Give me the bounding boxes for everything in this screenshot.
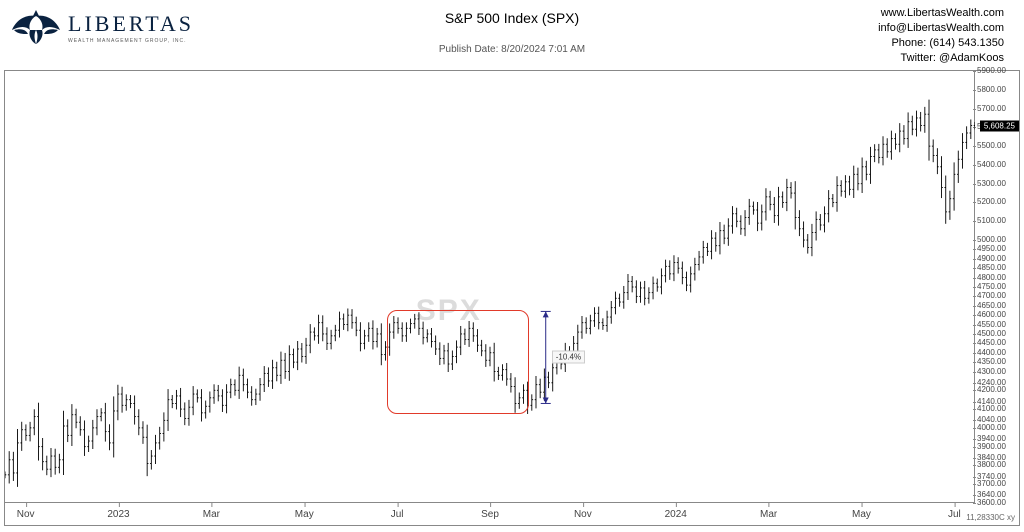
contact-phone: Phone: (614) 543.1350: [878, 36, 1004, 51]
y-tick: 4650.00: [975, 302, 1019, 310]
y-tick: 4850.00: [975, 264, 1019, 272]
y-tick: 4140.00: [975, 398, 1019, 406]
y-tick: 3900.00: [975, 443, 1019, 451]
x-tick: Jul: [391, 509, 404, 520]
y-tick: 4300.00: [975, 368, 1019, 376]
y-tick: 4900.00: [975, 255, 1019, 263]
y-tick: 4240.00: [975, 379, 1019, 387]
y-tick: 5300.00: [975, 180, 1019, 188]
y-tick: 4100.00: [975, 405, 1019, 413]
x-tick: May: [852, 509, 871, 520]
y-tick: 5700.00: [975, 105, 1019, 113]
chart-area: 3600.003640.00 3700.003740.00 3800.003840.…: [4, 70, 1020, 526]
chart-plot: 3600.003640.003700.003740.003800.003840.…: [5, 71, 975, 503]
y-tick: 4200.00: [975, 386, 1019, 394]
y-tick: 4550.00: [975, 321, 1019, 329]
y-tick: 4500.00: [975, 330, 1019, 338]
x-tick: Jul: [948, 509, 961, 520]
price-series: [5, 71, 975, 503]
last-price-flag: 5,608.25: [980, 120, 1019, 131]
x-tick: 2023: [107, 509, 129, 520]
y-tick: 4400.00: [975, 349, 1019, 357]
logo-wordmark: LIBERTAS: [68, 13, 194, 35]
contact-email: info@LibertasWealth.com: [878, 21, 1004, 36]
footer-scale: 11,28330C xy: [966, 513, 1015, 522]
y-tick: 3600.00: [975, 499, 1019, 507]
x-tick: Nov: [17, 509, 35, 520]
y-tick: 5900.00: [975, 67, 1019, 75]
y-tick: 4000.00: [975, 424, 1019, 432]
contact-block: www.LibertasWealth.com info@LibertasWeal…: [878, 6, 1004, 65]
logo: LIBERTAS WEALTH MANAGEMENT GROUP, INC.: [8, 4, 194, 52]
y-tick: 5500.00: [975, 142, 1019, 150]
y-tick: 4700.00: [975, 292, 1019, 300]
y-tick: 4950.00: [975, 245, 1019, 253]
x-tick: 2024: [665, 509, 687, 520]
y-tick: 5100.00: [975, 217, 1019, 225]
y-tick: 4750.00: [975, 283, 1019, 291]
y-tick: 3940.00: [975, 435, 1019, 443]
y-tick: 4350.00: [975, 358, 1019, 366]
y-tick: 5400.00: [975, 161, 1019, 169]
measure-label: -10.4%: [552, 351, 585, 364]
y-tick: 4040.00: [975, 416, 1019, 424]
y-tick: 4450.00: [975, 339, 1019, 347]
logo-subtitle: WEALTH MANAGEMENT GROUP, INC.: [68, 38, 194, 44]
contact-twitter: Twitter: @AdamKoos: [878, 51, 1004, 66]
y-tick: 3700.00: [975, 480, 1019, 488]
x-tick: Nov: [574, 509, 592, 520]
y-tick: 4600.00: [975, 311, 1019, 319]
y-tick: 4800.00: [975, 274, 1019, 282]
x-tick: Mar: [203, 509, 220, 520]
x-tick: Sep: [481, 509, 499, 520]
x-tick: May: [295, 509, 314, 520]
contact-site: www.LibertasWealth.com: [878, 6, 1004, 21]
y-tick: 3800.00: [975, 461, 1019, 469]
y-tick: 3740.00: [975, 473, 1019, 481]
logo-eagle-icon: [8, 4, 64, 52]
y-tick: 5800.00: [975, 86, 1019, 94]
y-tick: 5000.00: [975, 236, 1019, 244]
y-tick: 5200.00: [975, 198, 1019, 206]
header: LIBERTAS WEALTH MANAGEMENT GROUP, INC. S…: [0, 0, 1024, 62]
x-tick: Mar: [760, 509, 777, 520]
y-tick: 3640.00: [975, 491, 1019, 499]
y-tick: 3840.00: [975, 454, 1019, 462]
